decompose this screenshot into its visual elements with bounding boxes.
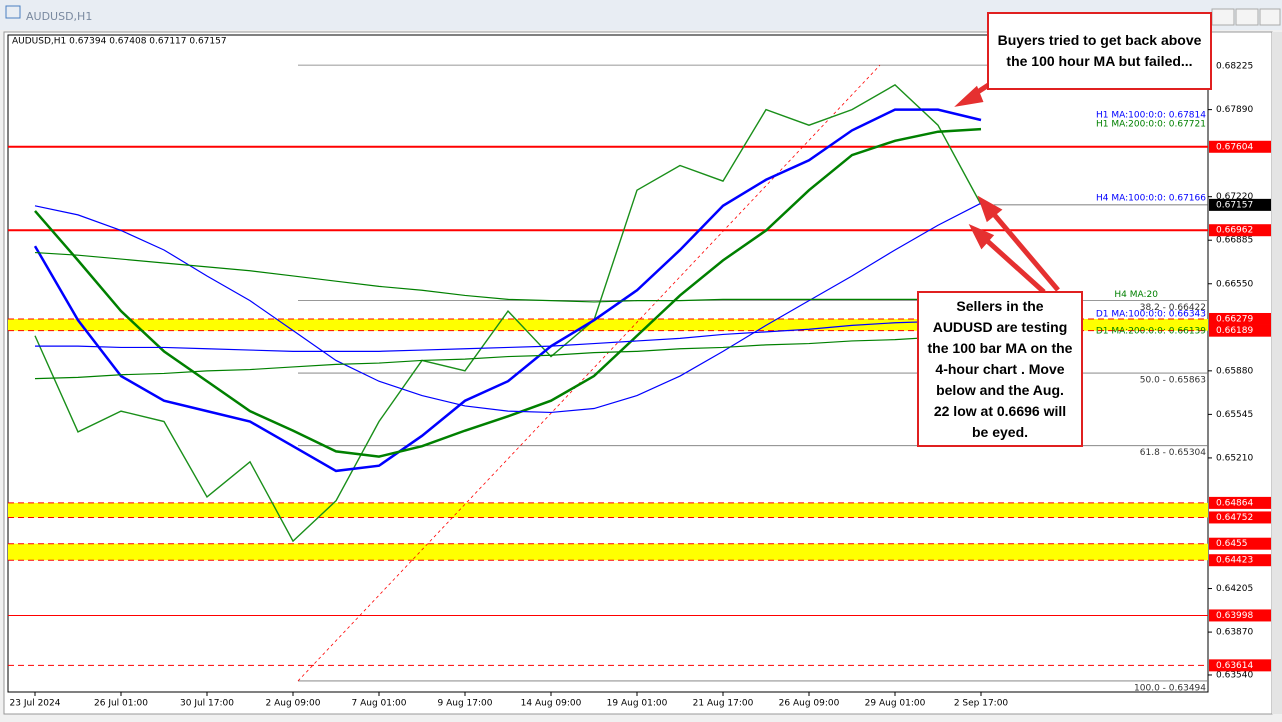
level-label-box <box>1209 312 1271 325</box>
level-label: 0.63614 <box>1216 661 1253 671</box>
y-tick-label: 0.64205 <box>1216 584 1253 594</box>
y-tick-label: 0.66550 <box>1216 279 1253 289</box>
x-tick-label: 9 Aug 17:00 <box>438 699 493 709</box>
level-label: 0.64752 <box>1216 513 1253 523</box>
ma-line <box>33 108 982 473</box>
window-title: AUDUSD,H1 <box>26 10 92 23</box>
zone <box>8 318 1208 331</box>
arrow-head <box>954 85 984 107</box>
legend-label: D1 MA:200:0:0: 0.66139 <box>1096 326 1206 336</box>
arrows <box>954 81 1060 294</box>
zone <box>8 543 1208 561</box>
level-label: 0.64423 <box>1216 556 1253 566</box>
level-label-box <box>1209 224 1271 237</box>
x-tick-label: 23 Jul 2024 <box>10 699 61 709</box>
x-tick-label: 14 Aug 09:00 <box>521 699 582 709</box>
legend-label: H1 MA:200:0:0: 0.67721 <box>1096 120 1206 130</box>
annotation: Buyers tried to get back above the 100 h… <box>987 12 1212 90</box>
arrow-head <box>968 223 995 250</box>
plot-frame <box>7 34 1209 693</box>
level-label-box <box>1209 496 1271 509</box>
ma-line <box>34 335 982 380</box>
level-label: 0.66962 <box>1216 226 1253 236</box>
arrow-head <box>977 195 1003 223</box>
level-label: 0.67604 <box>1216 142 1253 152</box>
x-tick-label: 2 Sep 17:00 <box>954 699 1009 709</box>
window-icon <box>5 5 21 19</box>
x-tick-label: 21 Aug 17:00 <box>693 699 754 709</box>
maximize-button[interactable] <box>1235 8 1259 26</box>
y-tick-label: 0.66885 <box>1216 236 1253 246</box>
level-label: 0.66189 <box>1216 326 1253 336</box>
level-label-box <box>1209 140 1271 153</box>
level-label-box <box>1209 659 1271 672</box>
y-tick-label: 0.63870 <box>1216 628 1253 638</box>
x-tick-label: 26 Jul 01:00 <box>94 699 148 709</box>
fib-label: 38.2 - 0.66422 <box>1140 303 1206 313</box>
y-tick-label: 0.68225 <box>1216 62 1253 72</box>
fib-label: 50.0 - 0.65863 <box>1140 376 1206 386</box>
ma-line <box>34 202 982 414</box>
x-tick-label: 29 Aug 01:00 <box>865 699 926 709</box>
level-label-box <box>1209 511 1271 524</box>
level-label: 0.63998 <box>1216 611 1253 621</box>
arrow <box>982 236 1046 294</box>
x-tick-label: 7 Aug 01:00 <box>352 699 407 709</box>
legend-label: H4 MA:20 <box>1114 290 1158 300</box>
fib-label: 100.0 - 0.63494 <box>1134 683 1206 693</box>
x-tick-label: 26 Aug 09:00 <box>779 699 840 709</box>
ma-line <box>34 251 981 303</box>
arrow <box>990 210 1060 292</box>
annotation: Sellers in the AUDUSD are testing the 10… <box>917 291 1083 447</box>
fib-label: 61.8 - 0.65304 <box>1140 448 1206 458</box>
level-label-box <box>1209 609 1271 622</box>
level-label-box <box>1209 537 1271 550</box>
y-tick-label: 0.67220 <box>1216 192 1253 202</box>
chart-title: AUDUSD,H1 0.67394 0.67408 0.67117 0.6715… <box>12 37 227 47</box>
y-tick-label: 0.67890 <box>1216 105 1253 115</box>
price-line <box>34 84 982 543</box>
legend-label: H1 MA:100:0:0: 0.67814 <box>1096 111 1206 121</box>
level-label: 0.66279 <box>1216 314 1253 324</box>
current-price-label: 0.67157 <box>1216 200 1253 210</box>
scrollbar[interactable] <box>1272 32 1282 714</box>
level-label-box <box>1209 324 1271 337</box>
legend-label: D1 MA:100:0:0: 0.66343 <box>1096 309 1206 319</box>
level-label: 0.6455 <box>1216 539 1248 549</box>
y-tick-label: 0.65880 <box>1216 366 1253 376</box>
legend-label: H4 MA:100:0:0: 0.67166 <box>1096 194 1206 204</box>
close-button[interactable] <box>1259 8 1281 26</box>
minimize-button[interactable] <box>1211 8 1235 26</box>
zone <box>8 502 1208 518</box>
level-label-box <box>1209 554 1271 567</box>
x-tick-label: 30 Jul 17:00 <box>180 699 234 709</box>
current-price-box <box>1209 198 1271 211</box>
ma-line <box>35 318 982 352</box>
x-tick-label: 19 Aug 01:00 <box>607 699 668 709</box>
y-tick-label: 0.65210 <box>1216 453 1253 463</box>
plot: 0.68225 0.67890 0.67220 0.66885 0.66550 0.658… <box>8 62 1271 709</box>
y-tick-label: 0.65545 <box>1216 410 1253 420</box>
level-label: 0.64864 <box>1216 498 1253 508</box>
y-tick-label: 0.63540 <box>1216 670 1253 680</box>
x-tick-label: 2 Aug 09:00 <box>266 699 321 709</box>
